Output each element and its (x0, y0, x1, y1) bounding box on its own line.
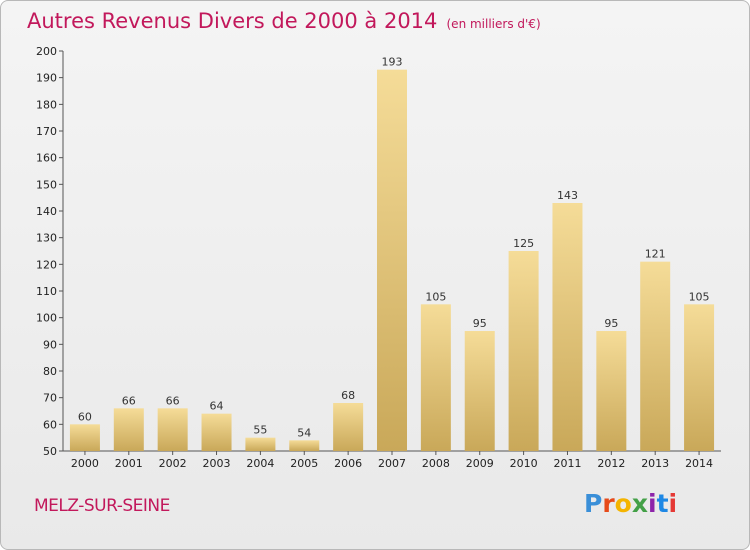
y-tick-label: 120 (36, 258, 57, 271)
x-tick-label: 2002 (159, 457, 187, 470)
bar (552, 203, 583, 451)
bar-value-label: 143 (557, 189, 578, 202)
x-tick-label: 2010 (510, 457, 538, 470)
bar (640, 261, 671, 451)
y-tick-label: 90 (43, 338, 57, 351)
bar-value-label: 105 (425, 290, 446, 303)
logo-letter: r (602, 489, 615, 518)
bar-value-label: 95 (604, 317, 618, 330)
y-tick-label: 150 (36, 178, 57, 191)
bar-value-label: 64 (210, 400, 224, 413)
bar (245, 437, 276, 451)
commune-name: MELZ-SUR-SEINE (34, 496, 170, 516)
logo-letter: i (668, 489, 678, 518)
bar-value-label: 95 (473, 317, 487, 330)
bar (113, 408, 144, 451)
y-tick-label: 110 (36, 285, 57, 298)
chart-axes: 50 60 70 80 90 100 110 120 130 140 150 160 170 180 190… (36, 45, 721, 470)
bar-value-label: 125 (513, 237, 534, 250)
x-tick-label: 2005 (290, 457, 318, 470)
y-tick-label: 100 (36, 312, 57, 325)
bar-value-label: 68 (341, 389, 355, 402)
y-tick-label: 190 (36, 72, 57, 85)
x-tick-label: 2008 (422, 457, 450, 470)
bar-value-label: 60 (78, 410, 92, 423)
chart-title-block: Autres Revenus Divers de 2000 à 2014 (en… (27, 9, 541, 33)
y-tick-label: 80 (43, 365, 57, 378)
chart-title: Autres Revenus Divers de 2000 à 2014 (27, 9, 438, 33)
logo-letter: x (631, 489, 648, 518)
bar-value-label: 193 (382, 56, 403, 69)
y-tick-label: 130 (36, 232, 57, 245)
bar (420, 304, 451, 451)
logo-letter: o (614, 489, 632, 518)
bar (157, 408, 188, 451)
x-tick-label: 2006 (334, 457, 362, 470)
y-tick-label: 70 (43, 392, 57, 405)
logo-letter: P (584, 489, 603, 518)
x-tick-label: 2000 (71, 457, 99, 470)
x-tick-label: 2003 (203, 457, 231, 470)
x-tick-label: 2014 (685, 457, 713, 470)
chart-unit: (en milliers d'€) (446, 17, 541, 31)
bar-value-label: 66 (122, 394, 136, 407)
y-tick-label: 160 (36, 152, 57, 165)
proxiti-logo: Proxiti (584, 489, 677, 518)
x-tick-label: 2007 (378, 457, 406, 470)
logo-letter: t (656, 489, 669, 518)
chart-bars: 60 66 66 64 55 54 68 193 105 95 125 143 95 121 105 (69, 56, 715, 452)
bar-value-label: 66 (166, 394, 180, 407)
bar-value-label: 105 (689, 290, 710, 303)
bar (596, 331, 627, 451)
y-tick-label: 60 (43, 418, 57, 431)
x-tick-label: 2011 (553, 457, 581, 470)
logo-letter: i (648, 489, 657, 518)
x-tick-label: 2001 (115, 457, 143, 470)
x-tick-label: 2013 (641, 457, 669, 470)
y-tick-label: 140 (36, 205, 57, 218)
x-tick-label: 2004 (246, 457, 274, 470)
bar (684, 304, 715, 451)
bar (289, 440, 320, 451)
bar-value-label: 121 (645, 248, 666, 261)
bar (508, 251, 539, 451)
y-tick-label: 180 (36, 98, 57, 111)
x-tick-label: 2012 (597, 457, 625, 470)
bar (377, 69, 407, 452)
bar-value-label: 54 (297, 426, 311, 439)
y-tick-label: 50 (43, 445, 57, 458)
bar (464, 331, 495, 451)
bar-value-label: 55 (253, 424, 267, 437)
bar (69, 424, 100, 451)
bar (201, 413, 232, 451)
y-tick-label: 170 (36, 125, 57, 138)
y-tick-label: 200 (36, 45, 57, 58)
bar (333, 403, 364, 451)
x-tick-label: 2009 (466, 457, 494, 470)
